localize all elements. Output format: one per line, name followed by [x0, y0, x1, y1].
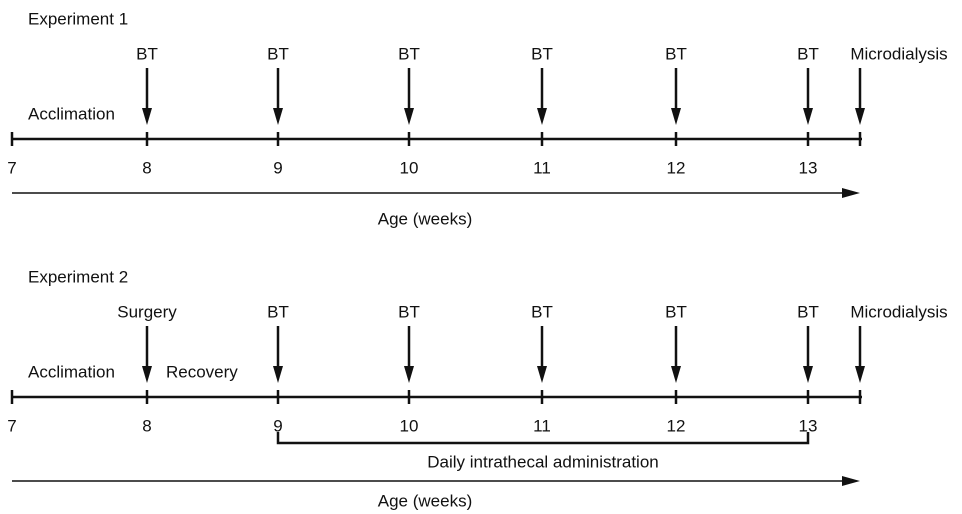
week-label: 9: [273, 416, 282, 435]
week-label: 13: [799, 158, 818, 177]
arrow-head: [273, 108, 283, 125]
week-label: 7: [7, 416, 16, 435]
arrow-head: [855, 108, 865, 125]
event-label: BT: [797, 302, 819, 321]
week-label: 8: [142, 158, 151, 177]
arrow-head: [142, 366, 152, 383]
arrow-head: [855, 366, 865, 383]
week-label: 11: [533, 416, 551, 435]
event-label: Surgery: [117, 302, 177, 321]
week-label: 7: [7, 158, 16, 177]
event-label: BT: [665, 44, 687, 63]
event-label: BT: [398, 44, 420, 63]
arrow-head: [803, 108, 813, 125]
age-axis-label: Age (weeks): [378, 209, 472, 228]
event-label: BT: [531, 302, 553, 321]
bracket-label: Daily intrathecal administration: [427, 452, 659, 471]
age-axis-head: [842, 188, 860, 198]
arrow-head: [537, 108, 547, 125]
arrow-head: [803, 366, 813, 383]
arrow-head: [404, 108, 414, 125]
arrow-head: [142, 108, 152, 125]
experiment-title: Experiment 2: [28, 267, 128, 286]
event-label: BT: [797, 44, 819, 63]
event-label: Microdialysis: [850, 44, 947, 63]
experiment-title: Experiment 1: [28, 9, 128, 28]
age-axis-head: [842, 476, 860, 486]
phase-label: Recovery: [166, 362, 238, 381]
week-label: 9: [273, 158, 282, 177]
week-label: 13: [799, 416, 818, 435]
event-label: BT: [531, 44, 553, 63]
arrow-head: [537, 366, 547, 383]
week-label: 11: [533, 158, 551, 177]
arrow-head: [273, 366, 283, 383]
event-label: BT: [136, 44, 158, 63]
arrow-head: [671, 108, 681, 125]
phase-label: Acclimation: [28, 362, 115, 381]
phase-label: Acclimation: [28, 104, 115, 123]
week-label: 10: [400, 158, 419, 177]
week-label: 12: [667, 416, 686, 435]
week-label: 10: [400, 416, 419, 435]
week-label: 8: [142, 416, 151, 435]
arrow-head: [404, 366, 414, 383]
event-label: BT: [665, 302, 687, 321]
event-label: BT: [267, 44, 289, 63]
event-label: Microdialysis: [850, 302, 947, 321]
event-label: BT: [398, 302, 420, 321]
week-label: 12: [667, 158, 686, 177]
age-axis-label: Age (weeks): [378, 491, 472, 510]
arrow-head: [671, 366, 681, 383]
event-label: BT: [267, 302, 289, 321]
bracket: [276, 432, 810, 445]
